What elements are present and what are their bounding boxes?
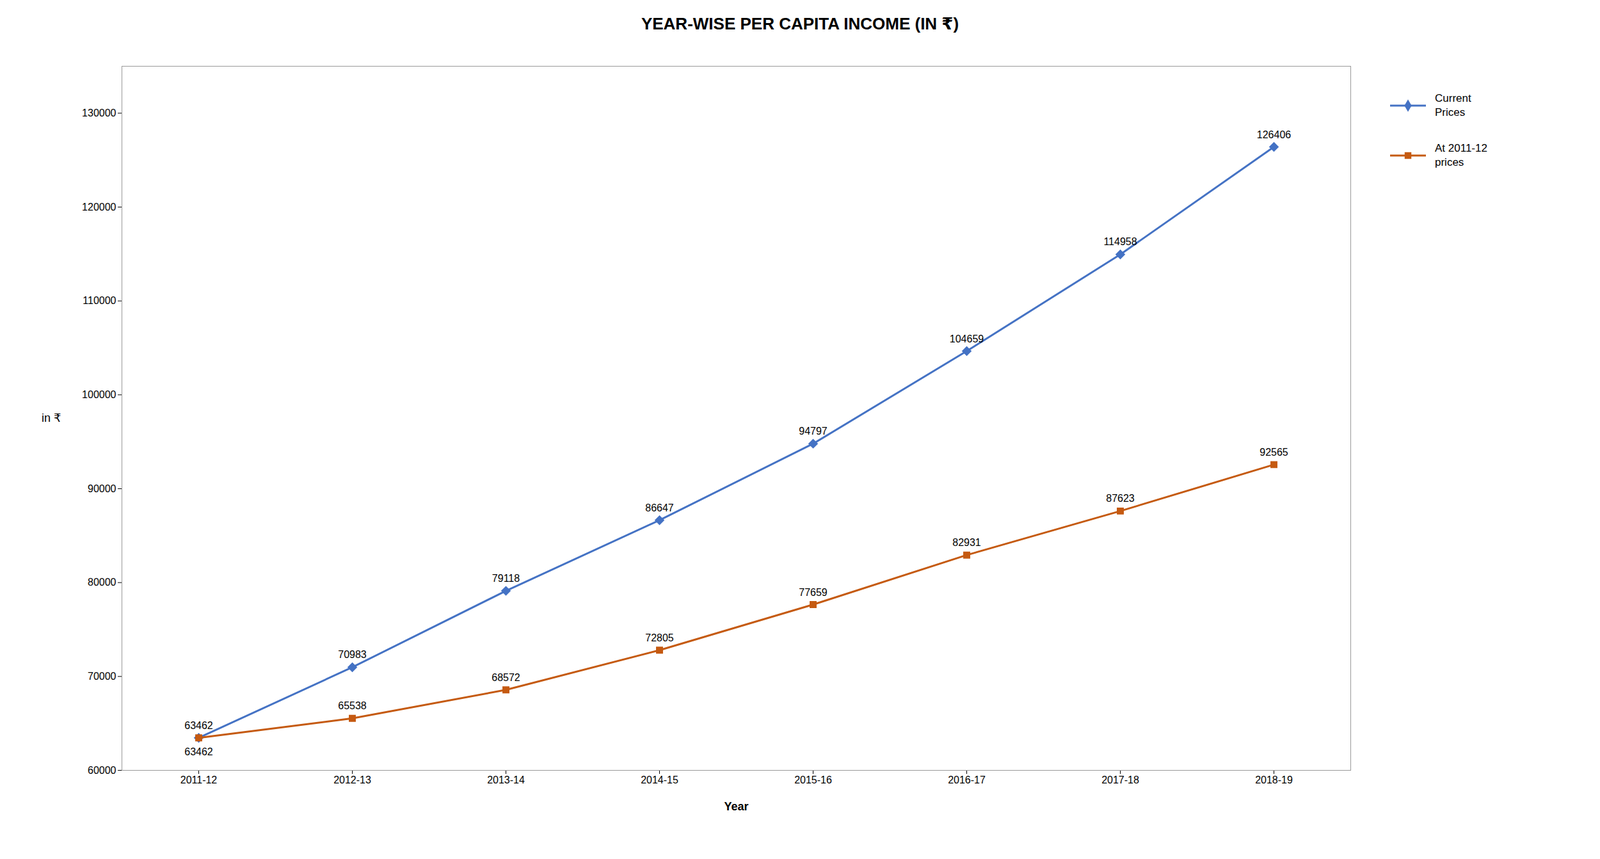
svg-text:in ₹: in ₹ bbox=[41, 411, 61, 425]
svg-text:2012-13: 2012-13 bbox=[333, 774, 372, 786]
html-text:Current Prices: Current Prices bbox=[1434, 92, 1472, 119]
svg-text:60000: 60000 bbox=[87, 764, 117, 776]
svg-text:70983: 70983 bbox=[337, 648, 367, 660]
svg-text:70000: 70000 bbox=[87, 670, 117, 682]
svg-text:2014-15: 2014-15 bbox=[640, 774, 679, 786]
html-text:At 2011-12 prices: At 2011-12 prices bbox=[1434, 142, 1488, 169]
svg-text:104659: 104659 bbox=[949, 333, 984, 345]
svg-text:110000: 110000 bbox=[82, 295, 116, 306]
svg-text:114958: 114958 bbox=[1103, 236, 1137, 248]
svg-text:63462: 63462 bbox=[184, 746, 214, 758]
svg-text:2013-14: 2013-14 bbox=[487, 774, 525, 786]
svg-text:94797: 94797 bbox=[798, 425, 828, 437]
svg-text:120000: 120000 bbox=[81, 201, 116, 213]
svg-text:65538: 65538 bbox=[337, 700, 367, 712]
svg-text:92565: 92565 bbox=[1259, 446, 1289, 458]
svg-text:77659: 77659 bbox=[798, 586, 828, 598]
svg-text:126406: 126406 bbox=[1256, 129, 1291, 141]
svg-text:2018-19: 2018-19 bbox=[1255, 774, 1293, 786]
html-text:YEAR-WISE PER CAPITA INCOME (I: YEAR-WISE PER CAPITA INCOME (IN ₹) bbox=[641, 14, 959, 34]
svg-text:63462: 63462 bbox=[184, 720, 214, 731]
svg-text:Year: Year bbox=[723, 800, 749, 813]
svg-text:2011-12: 2011-12 bbox=[180, 774, 218, 786]
svg-text:2017-18: 2017-18 bbox=[1101, 774, 1140, 786]
svg-text:87623: 87623 bbox=[1105, 492, 1135, 504]
svg-text:2016-17: 2016-17 bbox=[947, 774, 986, 786]
svg-text:86647: 86647 bbox=[645, 502, 674, 514]
svg-text:79118: 79118 bbox=[492, 572, 520, 584]
svg-text:72805: 72805 bbox=[645, 632, 674, 644]
svg-text:82931: 82931 bbox=[952, 536, 982, 548]
svg-text:2015-16: 2015-16 bbox=[794, 774, 832, 786]
svg-text:100000: 100000 bbox=[81, 389, 116, 400]
svg-text:90000: 90000 bbox=[87, 483, 117, 495]
svg-text:80000: 80000 bbox=[87, 576, 117, 588]
svg-text:68572: 68572 bbox=[491, 672, 521, 683]
svg-text:130000: 130000 bbox=[81, 107, 116, 119]
